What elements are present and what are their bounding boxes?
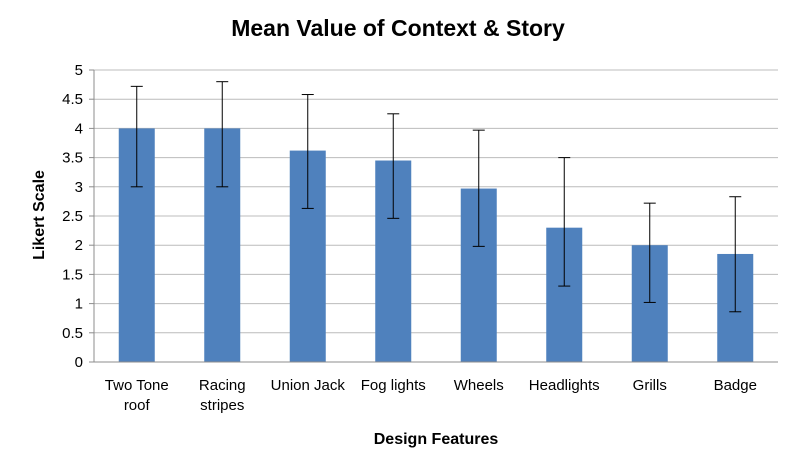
error-bar <box>729 196 742 313</box>
error-bar <box>130 85 143 188</box>
y-axis-ticks: 0 0.5 1 1.5 2 2.5 3 3.5 4 4.5 5 <box>62 62 94 371</box>
x-category-label: Headlights <box>529 377 600 394</box>
y-tick-label: 3 <box>75 179 83 196</box>
chart-title: Mean Value of Context & Story <box>231 15 565 41</box>
error-bar <box>558 157 571 287</box>
y-tick-label: 5 <box>75 62 83 79</box>
x-category-label: Grills <box>633 377 667 394</box>
x-category-label: Two Tone roof <box>105 377 169 414</box>
error-bar <box>301 94 314 209</box>
gridlines <box>94 69 778 334</box>
x-category-label: Fog lights <box>361 377 426 394</box>
y-tick-label: 4 <box>75 120 83 137</box>
x-category-label: Union Jack <box>271 377 346 394</box>
error-bar <box>216 81 229 188</box>
error-bar <box>643 202 656 303</box>
error-bar <box>472 129 485 247</box>
x-axis-title: Design Features <box>374 431 499 448</box>
x-category-label: Racing stripes <box>199 377 246 414</box>
x-category-label: Badge <box>714 377 757 394</box>
x-category-label: Wheels <box>454 377 504 394</box>
error-bar <box>387 113 400 219</box>
x-axis-category-labels: Two Tone roof Racing stripes Union Jack Fog l… <box>105 377 757 414</box>
y-tick-label: 2 <box>75 237 83 254</box>
y-tick-label: 3.5 <box>62 150 83 167</box>
y-tick-label: 0 <box>75 354 83 371</box>
y-axis-title: Likert Scale <box>31 170 48 260</box>
y-tick-label: 1 <box>75 296 83 313</box>
y-tick-label: 4.5 <box>62 91 83 108</box>
bars <box>118 128 754 362</box>
y-tick-label: 0.5 <box>62 325 83 342</box>
error-bars <box>130 81 742 313</box>
y-tick-label: 1.5 <box>62 266 83 283</box>
y-tick-label: 2.5 <box>62 208 83 225</box>
